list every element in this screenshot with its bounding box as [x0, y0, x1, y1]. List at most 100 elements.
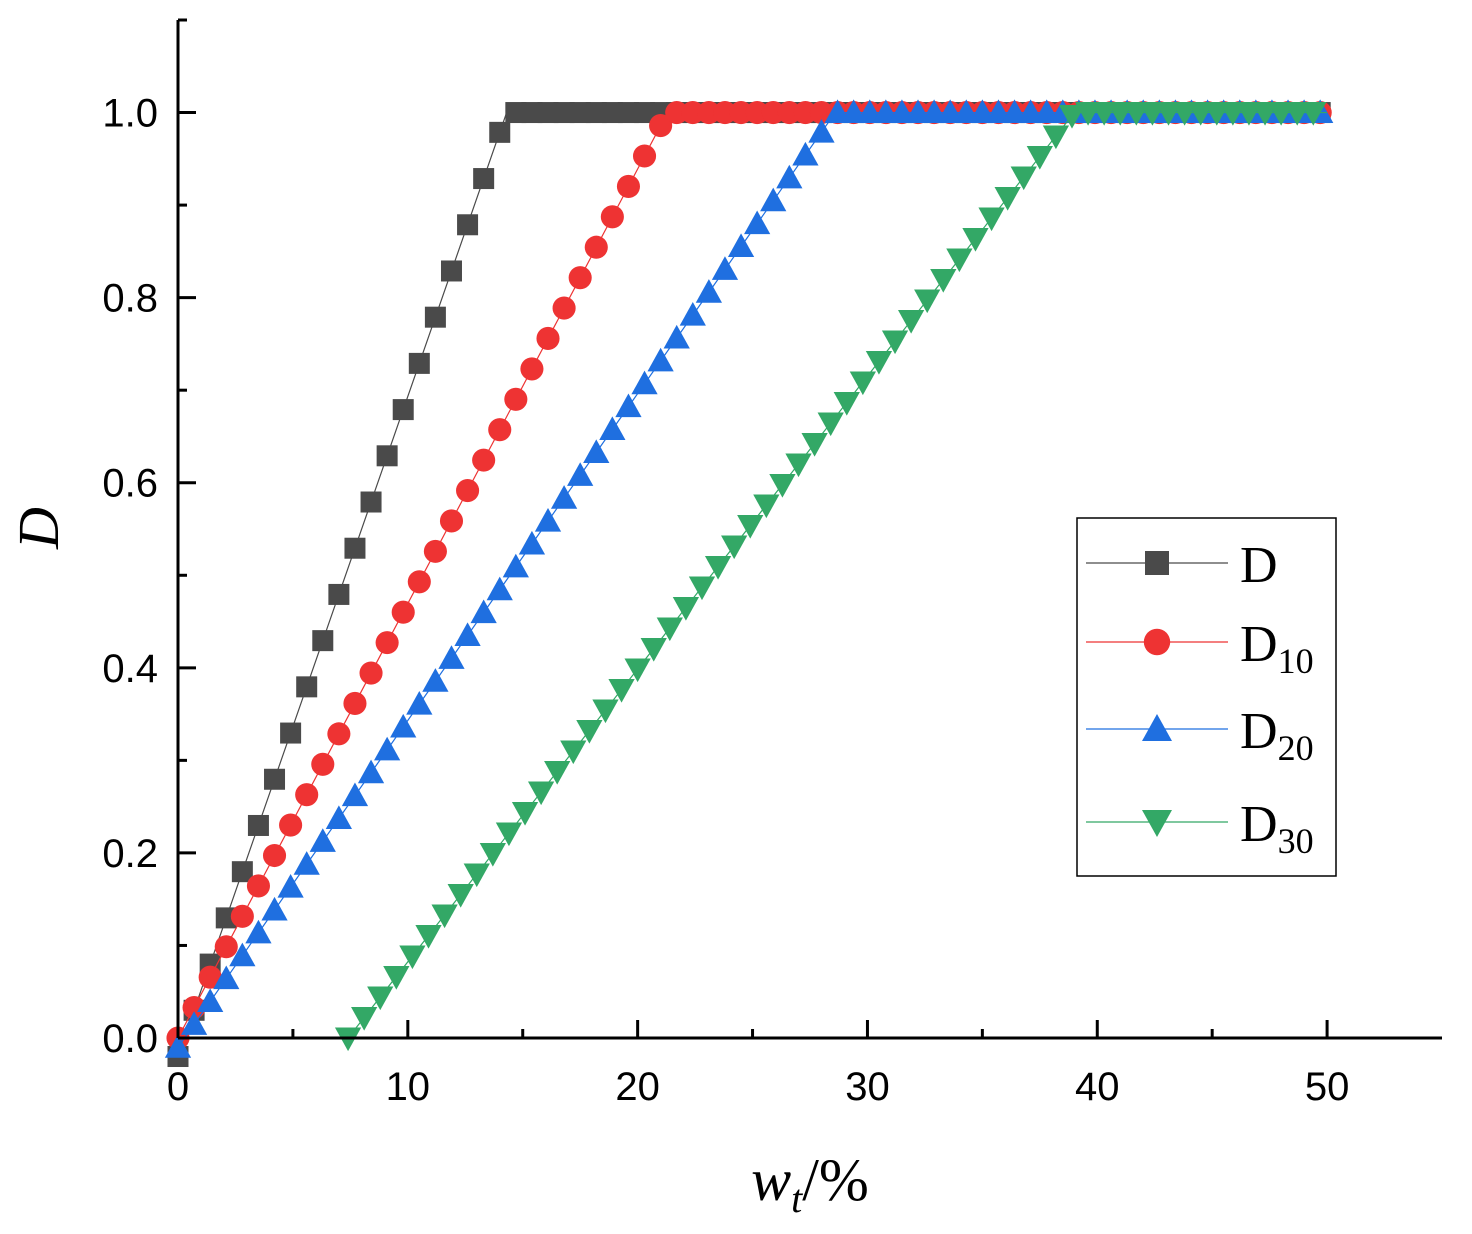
circle-marker	[649, 114, 673, 138]
triangle-up-marker	[550, 485, 578, 509]
y-tick-label: 0.2	[102, 832, 158, 876]
circle-marker	[504, 387, 528, 411]
triangle-down-marker	[1010, 166, 1037, 191]
triangle-up-marker	[679, 302, 706, 326]
circle-marker	[713, 100, 737, 125]
circle-marker	[1143, 628, 1171, 656]
circle-marker	[520, 357, 544, 381]
triangle-down-marker	[544, 760, 571, 785]
triangle-up-marker	[293, 851, 320, 875]
x-tick-label: 30	[845, 1065, 890, 1109]
x-tick-label: 50	[1305, 1065, 1350, 1109]
legend-item-D: D	[1086, 537, 1278, 594]
series-D30	[334, 102, 1328, 1052]
circle-marker	[359, 661, 383, 685]
circle-marker	[439, 509, 464, 533]
triangle-down-marker	[431, 904, 458, 929]
triangle-down-marker	[994, 186, 1021, 211]
circle-marker	[456, 478, 480, 503]
square-marker	[376, 445, 398, 467]
square-marker	[408, 352, 430, 374]
triangle-up-marker	[567, 462, 594, 486]
square-marker	[569, 102, 591, 124]
triangle-down-marker	[672, 596, 700, 621]
triangle-up-marker	[711, 256, 739, 280]
triangle-up-marker	[454, 622, 481, 646]
triangle-down-marker	[881, 330, 909, 355]
square-marker	[489, 121, 511, 143]
square-marker	[264, 768, 286, 790]
triangle-up-marker	[341, 782, 369, 807]
circle-marker	[246, 874, 270, 898]
square-marker	[280, 722, 302, 744]
triangle-up-marker	[695, 279, 723, 303]
triangle-down-marker	[865, 350, 893, 375]
triangle-up-marker	[390, 713, 417, 738]
triangle-up-marker	[406, 690, 433, 715]
triangle-up-marker	[615, 393, 642, 418]
triangle-up-marker	[663, 324, 690, 349]
triangle-down-marker	[1142, 810, 1172, 837]
triangle-down-marker	[978, 207, 1005, 232]
legend-item-D10: D10	[1086, 616, 1314, 681]
triangle-down-marker	[399, 945, 426, 970]
triangle-up-marker	[325, 805, 352, 829]
circle-marker	[423, 539, 447, 563]
triangle-down-marker	[1026, 145, 1053, 170]
triangle-up-marker	[229, 942, 256, 967]
triangle-up-marker	[727, 233, 755, 258]
square-marker	[617, 102, 639, 124]
triangle-up-marker	[792, 141, 819, 166]
y-tick-label: 0.4	[102, 647, 158, 691]
square-marker	[521, 102, 543, 124]
triangle-up-marker	[486, 576, 513, 601]
triangle-down-marker	[914, 289, 941, 314]
triangle-up-marker	[438, 645, 465, 669]
circle-marker	[198, 965, 222, 989]
square-marker	[537, 102, 559, 124]
square-marker	[505, 102, 527, 124]
triangle-up-marker	[197, 988, 224, 1012]
legend-box	[1076, 517, 1337, 877]
triangle-up-marker	[277, 873, 304, 898]
triangle-down-marker	[640, 637, 667, 662]
circle-marker	[391, 600, 415, 624]
square-marker	[457, 214, 479, 236]
triangle-down-marker	[608, 678, 635, 703]
square-marker	[634, 102, 656, 124]
triangle-up-marker	[213, 965, 240, 990]
square-marker	[247, 814, 269, 836]
triangle-down-marker	[737, 514, 764, 539]
circle-marker	[697, 100, 721, 125]
x-tick-label: 20	[615, 1065, 660, 1109]
triangle-down-marker	[930, 268, 957, 293]
circle-marker	[327, 722, 351, 746]
square-marker	[231, 861, 253, 883]
triangle-up-marker	[744, 210, 771, 235]
circle-marker	[729, 100, 753, 125]
square-marker	[473, 168, 495, 190]
triangle-up-marker	[357, 759, 385, 784]
triangle-up-marker	[502, 553, 529, 578]
y-tick-label: 0.0	[102, 1017, 158, 1061]
circle-marker	[632, 144, 657, 168]
triangle-up-marker	[422, 668, 449, 692]
legend-label-main: D	[1240, 537, 1278, 594]
square-marker	[553, 102, 575, 124]
triangle-down-marker	[721, 535, 748, 560]
square-marker	[601, 102, 623, 124]
square-marker	[328, 583, 350, 605]
triangle-up-marker	[534, 507, 562, 532]
triangle-down-marker	[527, 781, 555, 806]
triangle-down-marker	[946, 248, 973, 273]
triangle-up-marker	[245, 919, 272, 944]
triangle-down-marker	[624, 658, 651, 683]
circle-marker	[375, 631, 399, 655]
circle-marker	[182, 996, 206, 1020]
triangle-down-marker	[511, 801, 539, 826]
triangle-down-marker	[801, 432, 828, 457]
triangle-down-marker	[560, 740, 587, 765]
triangle-down-marker	[785, 453, 812, 478]
